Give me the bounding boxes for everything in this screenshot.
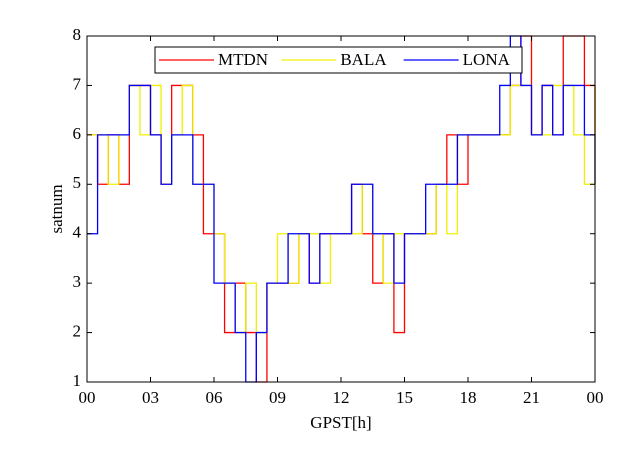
x-axis-label: GPST[h]: [310, 413, 371, 432]
legend-box: [154, 46, 523, 74]
plot-frame: [86, 35, 596, 383]
x-tick-label: 00: [79, 388, 96, 407]
x-tick-label: 15: [396, 388, 413, 407]
x-tick-label: 12: [333, 388, 350, 407]
y-tick-label: 3: [73, 272, 82, 291]
x-tick-label: 03: [142, 388, 159, 407]
series-line: [87, 35, 596, 383]
y-tick-label: 5: [73, 173, 82, 192]
y-axis-label: satnum: [47, 184, 66, 233]
legend-label: MTDN: [218, 50, 268, 69]
x-tick-label: 06: [206, 388, 223, 407]
y-tick-label: 2: [73, 321, 82, 340]
legend-label: BALA: [340, 50, 387, 69]
x-tick-label: 21: [523, 388, 540, 407]
x-tick-label: 00: [587, 388, 604, 407]
y-tick-label: 8: [73, 25, 82, 44]
series-line: [87, 84, 596, 334]
y-tick-label: 7: [73, 74, 82, 93]
x-tick-label: 18: [460, 388, 477, 407]
y-tick-label: 6: [73, 124, 82, 143]
x-tick-label: 09: [269, 388, 286, 407]
y-tick-label: 4: [73, 223, 82, 242]
y-tick-label: 1: [73, 371, 82, 390]
series-line: [87, 35, 596, 383]
legend-label: LONA: [463, 50, 511, 69]
